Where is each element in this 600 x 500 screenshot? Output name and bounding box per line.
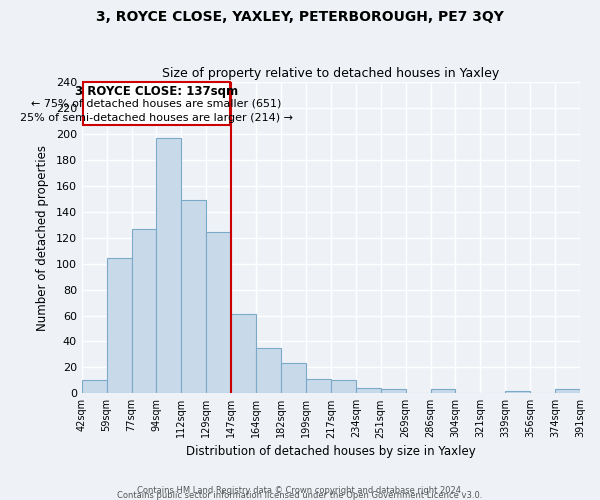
Text: 3, ROYCE CLOSE, YAXLEY, PETERBOROUGH, PE7 3QY: 3, ROYCE CLOSE, YAXLEY, PETERBOROUGH, PE… xyxy=(96,10,504,24)
Bar xyxy=(380,390,406,394)
Text: ← 75% of detached houses are smaller (651): ← 75% of detached houses are smaller (65… xyxy=(31,99,281,109)
Text: 25% of semi-detached houses are larger (214) →: 25% of semi-detached houses are larger (… xyxy=(20,113,293,123)
Title: Size of property relative to detached houses in Yaxley: Size of property relative to detached ho… xyxy=(162,66,499,80)
Bar xyxy=(431,390,455,394)
Bar xyxy=(256,348,281,394)
Bar xyxy=(181,200,206,394)
Bar xyxy=(206,232,231,394)
Bar xyxy=(505,390,530,394)
Bar xyxy=(331,380,356,394)
Text: Contains public sector information licensed under the Open Government Licence v3: Contains public sector information licen… xyxy=(118,490,482,500)
Bar xyxy=(131,228,157,394)
Bar xyxy=(157,138,181,394)
Y-axis label: Number of detached properties: Number of detached properties xyxy=(35,144,49,330)
Bar xyxy=(107,258,131,394)
Bar xyxy=(231,314,256,394)
Bar xyxy=(356,388,380,394)
X-axis label: Distribution of detached houses by size in Yaxley: Distribution of detached houses by size … xyxy=(186,444,476,458)
Text: Contains HM Land Registry data © Crown copyright and database right 2024.: Contains HM Land Registry data © Crown c… xyxy=(137,486,463,495)
Bar xyxy=(82,380,107,394)
Bar xyxy=(306,379,331,394)
Text: 3 ROYCE CLOSE: 137sqm: 3 ROYCE CLOSE: 137sqm xyxy=(75,84,238,98)
Bar xyxy=(555,390,580,394)
Bar xyxy=(281,364,306,394)
Bar xyxy=(83,82,230,125)
